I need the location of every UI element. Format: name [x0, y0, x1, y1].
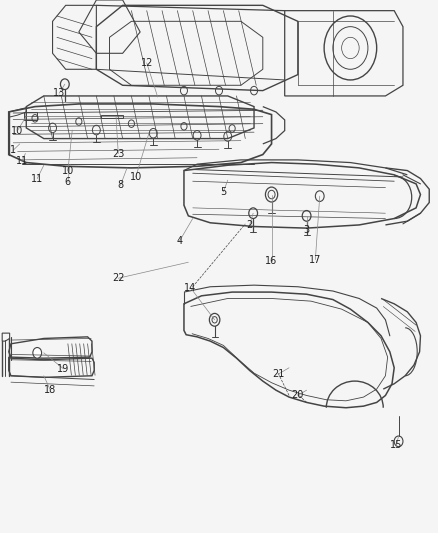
Text: 4: 4 [177, 236, 183, 246]
Text: 14: 14 [184, 283, 197, 293]
Text: 19: 19 [57, 364, 70, 374]
Text: 17: 17 [309, 255, 321, 264]
Text: 20: 20 [292, 391, 304, 400]
Text: 10: 10 [62, 166, 74, 175]
Text: 22: 22 [112, 273, 124, 283]
Text: 16: 16 [265, 256, 278, 266]
Text: 15: 15 [390, 440, 403, 450]
Text: 2: 2 [247, 220, 253, 230]
Text: 1: 1 [10, 146, 16, 155]
Text: 5: 5 [220, 187, 226, 197]
Text: 6: 6 [65, 177, 71, 187]
Text: 13: 13 [53, 88, 65, 98]
Text: 11: 11 [16, 156, 28, 166]
Text: 10: 10 [130, 172, 142, 182]
Text: 12: 12 [141, 58, 153, 68]
Text: 18: 18 [44, 385, 57, 395]
Circle shape [33, 348, 42, 358]
Text: 23: 23 [112, 149, 124, 158]
Text: 10: 10 [11, 126, 24, 135]
Text: 3: 3 [304, 225, 310, 235]
Text: 8: 8 [117, 181, 124, 190]
Text: 21: 21 [272, 369, 284, 379]
Text: 11: 11 [31, 174, 43, 183]
